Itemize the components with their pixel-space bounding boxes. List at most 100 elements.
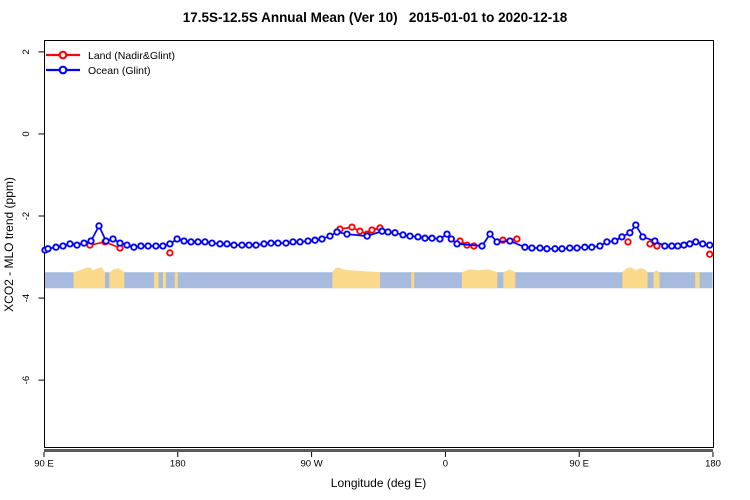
series-marker bbox=[706, 241, 714, 249]
series-marker bbox=[639, 233, 647, 241]
series-marker bbox=[626, 229, 634, 237]
series-marker bbox=[611, 237, 619, 245]
series-marker bbox=[581, 243, 589, 251]
series-marker bbox=[66, 240, 74, 248]
series-marker bbox=[603, 238, 611, 246]
map-band-land-patch bbox=[461, 269, 498, 289]
x-axis-title: Longitude (deg E) bbox=[331, 476, 426, 490]
series-marker bbox=[318, 235, 326, 243]
series-marker bbox=[699, 240, 707, 248]
series-marker bbox=[223, 240, 231, 248]
series-marker bbox=[333, 228, 341, 236]
series-marker bbox=[267, 239, 275, 247]
series-marker bbox=[661, 242, 669, 250]
series-marker bbox=[596, 242, 604, 250]
series-marker bbox=[486, 230, 494, 238]
series-marker bbox=[95, 222, 103, 230]
series-marker bbox=[245, 241, 253, 249]
series-marker bbox=[513, 235, 521, 243]
series-marker bbox=[668, 242, 676, 250]
series-marker bbox=[674, 242, 682, 250]
series-marker bbox=[368, 226, 376, 234]
series-marker bbox=[201, 238, 209, 246]
series-marker bbox=[289, 238, 297, 246]
series-marker bbox=[680, 241, 688, 249]
series-marker bbox=[536, 244, 544, 252]
legend-marker bbox=[58, 50, 68, 60]
series-marker bbox=[356, 227, 364, 235]
x-tick-label: 180 bbox=[170, 459, 186, 470]
series-marker bbox=[632, 221, 640, 229]
series-marker bbox=[180, 237, 188, 245]
series-marker bbox=[166, 249, 174, 257]
series-marker bbox=[208, 239, 216, 247]
legend: Land (Nadir&Glint) Ocean (Glint) bbox=[46, 50, 175, 77]
x-axis: 90 E 180 90 W 0 90 E 180 Longitude (deg E) bbox=[34, 452, 721, 490]
series-marker bbox=[506, 237, 514, 245]
map-band-land-patch bbox=[109, 268, 125, 289]
series-marker bbox=[551, 245, 559, 253]
series-marker bbox=[651, 237, 659, 245]
legend-label: Land (Nadir&Glint) bbox=[88, 50, 175, 62]
series-marker bbox=[137, 242, 145, 250]
y-tick-label: -4 bbox=[21, 294, 32, 302]
series-marker bbox=[116, 239, 124, 247]
series-marker bbox=[102, 237, 110, 245]
series-marker bbox=[343, 230, 351, 238]
series-marker bbox=[428, 234, 436, 242]
map-band-land-patch bbox=[695, 272, 700, 289]
series-marker bbox=[399, 231, 407, 239]
y-axis-title: XCO2 - MLO trend (ppm) bbox=[2, 177, 16, 312]
y-tick-label: 2 bbox=[21, 49, 32, 54]
series-marker bbox=[421, 234, 429, 242]
series-marker bbox=[44, 245, 52, 253]
series-marker bbox=[436, 235, 444, 243]
series-marker bbox=[260, 240, 268, 248]
series-marker bbox=[573, 244, 581, 252]
x-tick-label: 90 E bbox=[569, 459, 589, 470]
map-band-land-patch bbox=[174, 272, 178, 289]
series-marker bbox=[252, 241, 260, 249]
series-marker bbox=[453, 240, 461, 248]
map-band-land-patch bbox=[653, 270, 660, 289]
series-marker bbox=[216, 240, 224, 248]
map-band-land-patch bbox=[411, 272, 415, 289]
map-band-land-patch bbox=[503, 269, 516, 289]
series-marker bbox=[391, 229, 399, 237]
series-marker bbox=[80, 239, 88, 247]
series-marker bbox=[304, 237, 312, 245]
series-marker bbox=[521, 243, 529, 251]
series-marker bbox=[109, 235, 117, 243]
series-marker bbox=[378, 227, 386, 235]
series-marker bbox=[187, 238, 195, 246]
series-marker bbox=[130, 243, 138, 251]
legend-marker bbox=[58, 65, 68, 75]
series-marker bbox=[414, 233, 422, 241]
series-marker bbox=[692, 238, 700, 246]
series-marker bbox=[406, 232, 414, 240]
series-marker bbox=[348, 223, 356, 231]
y-tick-label: -6 bbox=[21, 376, 32, 384]
series-marker bbox=[173, 235, 181, 243]
series-marker bbox=[274, 239, 282, 247]
series-marker bbox=[543, 245, 551, 253]
series-marker bbox=[443, 230, 451, 238]
map-band-land-patch bbox=[622, 267, 648, 289]
series-marker bbox=[478, 242, 486, 250]
series-marker bbox=[624, 238, 632, 246]
series-marker bbox=[144, 242, 152, 250]
map-band-land-patch bbox=[154, 272, 159, 289]
y-axis: 2 0 -2 -4 -6 XCO2 - MLO trend (ppm) bbox=[2, 49, 44, 384]
series-marker bbox=[384, 228, 392, 236]
x-tick-label: 90 W bbox=[301, 459, 323, 470]
chart-title: 17.5S-12.5S Annual Mean (Ver 10) 2015-01… bbox=[182, 10, 568, 25]
series-marker bbox=[166, 240, 174, 248]
series-marker bbox=[686, 240, 694, 248]
series-marker bbox=[238, 241, 246, 249]
series-marker bbox=[87, 237, 95, 245]
series-marker bbox=[73, 241, 81, 249]
series-marker bbox=[588, 243, 596, 251]
series-marker bbox=[558, 245, 566, 253]
series-marker bbox=[59, 242, 67, 250]
